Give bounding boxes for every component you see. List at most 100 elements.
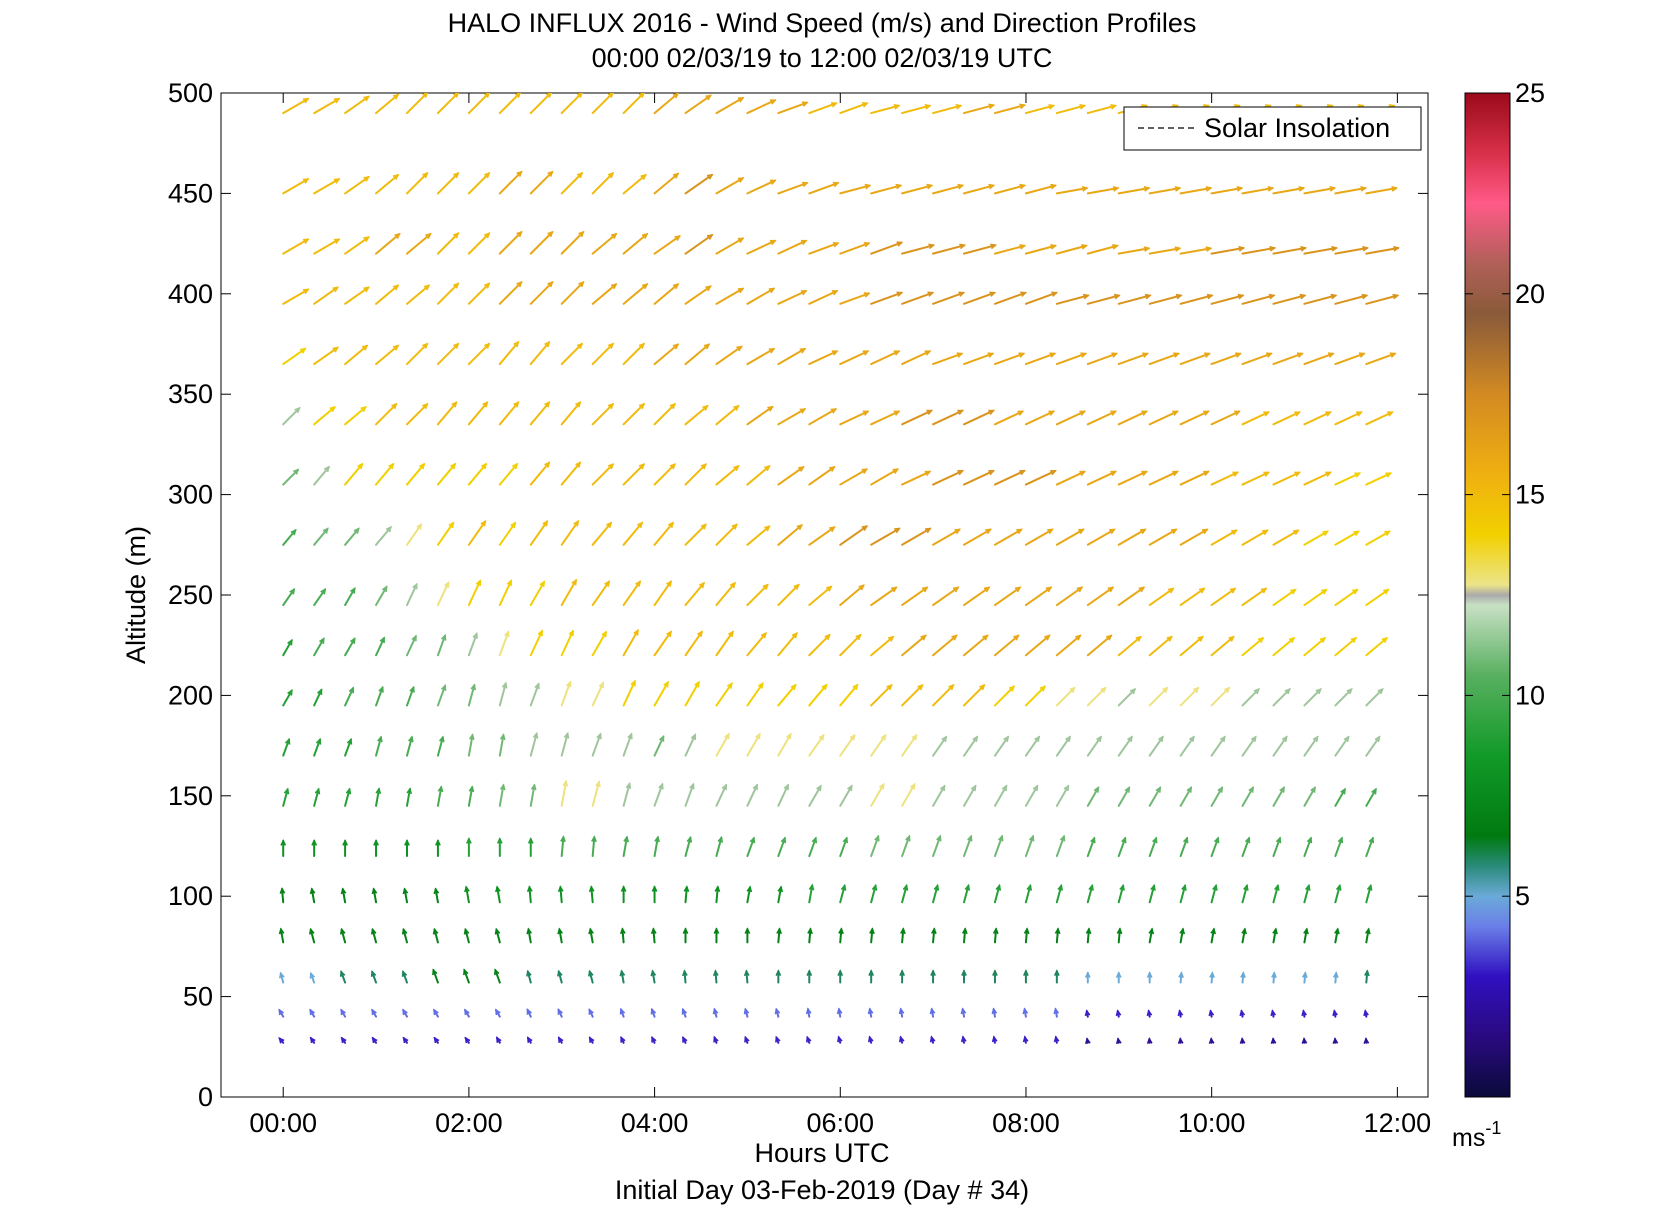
wind-arrow — [622, 580, 641, 607]
colorbar-tick-label: 25 — [1515, 78, 1545, 108]
wind-arrow — [496, 886, 501, 904]
wind-arrow-head — [821, 683, 828, 691]
wind-arrow — [467, 401, 489, 426]
wind-arrow — [1148, 528, 1178, 546]
wind-arrow-head — [506, 579, 512, 586]
wind-arrow — [1086, 884, 1094, 904]
wind-arrow-head — [620, 885, 627, 892]
wind-arrow-head — [920, 634, 927, 641]
wind-arrow-head — [1016, 528, 1023, 535]
wind-arrow-head — [1076, 586, 1084, 593]
wind-arrow — [591, 682, 605, 707]
wind-arrow — [591, 283, 617, 305]
wind-arrow — [560, 461, 582, 486]
wind-arrow-head — [731, 523, 738, 530]
wind-arrow — [1024, 634, 1051, 657]
wind-arrow — [653, 783, 664, 807]
wind-arrow-head — [278, 927, 285, 935]
wind-arrow — [344, 788, 351, 807]
wind-arrow — [932, 586, 959, 607]
wind-arrow-head — [363, 95, 370, 102]
wind-arrow-head — [513, 340, 520, 348]
wind-arrow-head — [1229, 587, 1237, 594]
wind-arrow — [963, 184, 995, 195]
wind-arrow-head — [302, 97, 310, 104]
wind-arrow-head — [737, 287, 745, 294]
wind-arrow-head — [484, 93, 490, 98]
wind-arrow-head — [1198, 587, 1206, 594]
wind-arrow — [839, 410, 869, 426]
wind-arrow-head — [1208, 1009, 1215, 1017]
wind-arrow — [1303, 187, 1336, 195]
wind-arrow-head — [638, 463, 646, 470]
wind-arrow — [498, 281, 523, 305]
wind-arrow — [932, 735, 948, 757]
wind-arrow-head — [1253, 688, 1260, 695]
wind-arrow — [746, 99, 776, 115]
wind-arrow-head — [463, 968, 469, 976]
wind-arrow-head — [891, 586, 898, 593]
wind-arrow-head — [871, 883, 878, 891]
wind-arrow-head — [402, 1008, 408, 1016]
wind-arrow-head — [666, 580, 672, 587]
wind-arrow-head — [544, 340, 551, 348]
wind-arrow-head — [619, 1007, 626, 1015]
wind-arrow — [498, 734, 505, 757]
wind-arrow-head — [957, 470, 965, 476]
wind-arrow — [405, 635, 417, 657]
wind-arrow-head — [391, 402, 398, 410]
wind-arrow-head — [832, 181, 840, 188]
wind-arrow — [1117, 294, 1151, 305]
wind-arrow-head — [744, 1035, 750, 1043]
wind-arrow-head — [1075, 634, 1082, 641]
wind-arrow-head — [440, 684, 447, 691]
wind-arrow — [622, 629, 639, 657]
wind-arrow — [467, 282, 491, 305]
wind-arrow — [467, 342, 491, 366]
wind-arrow-head — [401, 970, 408, 977]
wind-arrow-head — [1392, 293, 1400, 300]
wind-arrow — [591, 631, 607, 657]
wind-arrow — [1086, 837, 1096, 858]
wind-arrow — [963, 835, 973, 858]
wind-arrow — [808, 289, 838, 305]
wind-arrow — [591, 233, 617, 255]
wind-arrow-head — [864, 183, 872, 190]
wind-arrow — [1024, 835, 1035, 858]
wind-arrow — [653, 580, 672, 607]
wind-arrow-head — [568, 629, 574, 637]
wind-arrow — [529, 170, 554, 195]
wind-arrow-head — [760, 631, 767, 639]
wind-arrow-head — [746, 885, 753, 893]
wind-arrow — [1086, 686, 1107, 707]
wind-arrow-head — [339, 927, 346, 935]
wind-arrow — [1241, 529, 1269, 546]
wind-arrow-head — [874, 834, 880, 842]
wind-arrow — [1179, 635, 1204, 657]
wind-arrow-head — [893, 350, 901, 356]
wind-arrow — [684, 630, 703, 657]
wind-arrow — [344, 587, 356, 607]
y-tick-label: 350 — [168, 379, 213, 409]
wind-arrow — [436, 282, 460, 305]
wind-arrow — [653, 463, 676, 486]
wind-arrow-head — [451, 401, 458, 408]
wind-arrow — [622, 680, 636, 707]
wind-arrow — [1303, 530, 1329, 546]
wind-arrow — [653, 283, 679, 305]
wind-arrow — [901, 734, 918, 757]
wind-arrow-head — [712, 1007, 719, 1015]
wind-arrow-head — [516, 230, 523, 238]
wind-arrow-head — [697, 630, 703, 637]
wind-arrow — [808, 884, 814, 904]
wind-arrow — [715, 523, 738, 546]
wind-arrow — [777, 466, 805, 486]
wind-arrow-head — [1262, 529, 1269, 536]
wind-arrow — [282, 468, 299, 486]
wind-arrow-head — [422, 402, 429, 410]
wind-arrow-head — [280, 839, 287, 846]
wind-arrow-head — [744, 927, 751, 934]
wind-arrow-head — [799, 347, 807, 354]
wind-arrow — [1303, 735, 1319, 757]
wind-arrow-head — [818, 733, 825, 741]
